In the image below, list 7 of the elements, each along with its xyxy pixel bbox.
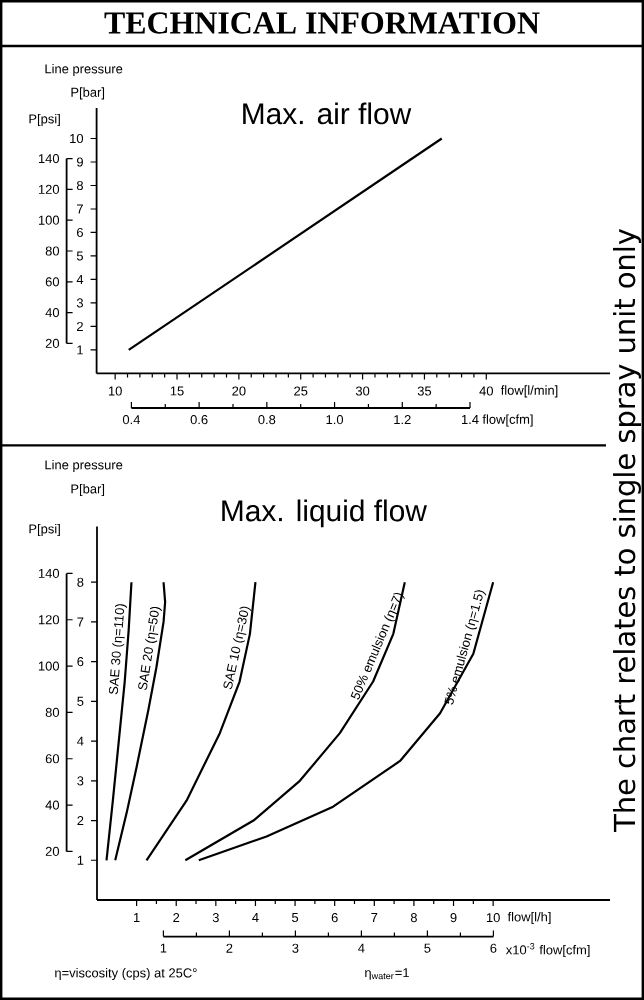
line-series	[197, 581, 495, 862]
chart-title: Max. liquid flow	[222, 499, 427, 528]
line-series	[105, 581, 133, 862]
text: The chart relates to single spray unit only	[613, 228, 641, 832]
text: TECHNICAL INFORMATION	[104, 12, 540, 34]
chart-title: Max. air flow	[243, 102, 412, 125]
line-series	[184, 581, 406, 862]
